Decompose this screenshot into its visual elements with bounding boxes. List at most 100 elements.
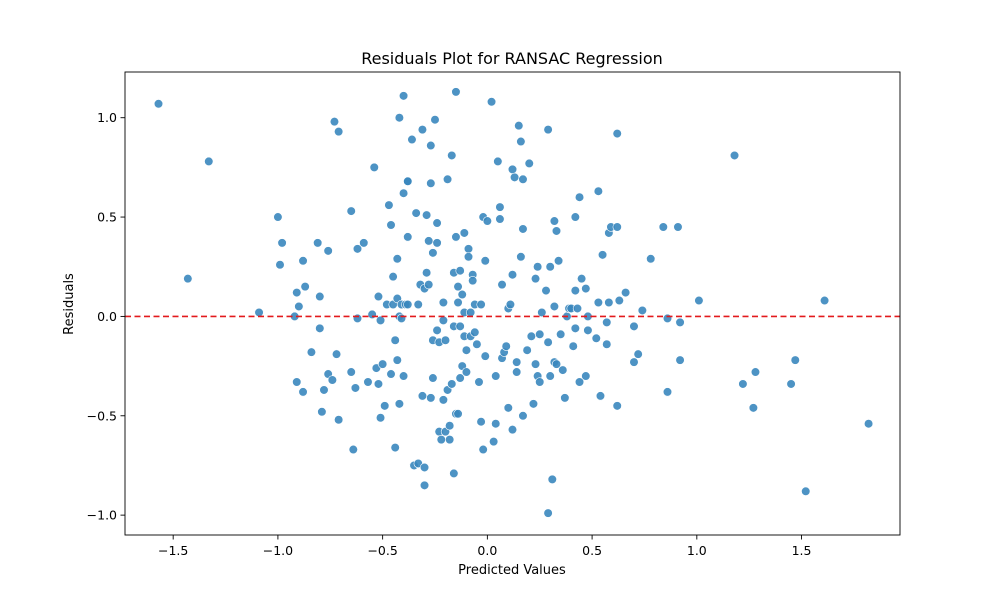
data-point (750, 367, 761, 377)
data-point (153, 99, 164, 109)
data-point (501, 341, 511, 351)
data-point (593, 297, 603, 308)
data-point (398, 188, 409, 198)
x-tick-label: 1.0 (687, 543, 707, 558)
data-point (574, 377, 585, 387)
data-point (455, 266, 465, 276)
x-tick-label: 0.5 (582, 543, 602, 558)
data-point (530, 274, 541, 284)
data-point (438, 395, 448, 405)
data-point (612, 129, 622, 139)
chart-title: Residuals Plot for RANSAC Regression (361, 49, 663, 68)
data-point (388, 272, 398, 282)
data-point (570, 323, 580, 333)
data-point (535, 329, 545, 339)
data-point (457, 289, 467, 300)
data-point (411, 208, 421, 218)
data-point (729, 150, 740, 161)
data-point (790, 355, 800, 365)
data-point (459, 228, 469, 238)
data-point (413, 299, 423, 310)
data-point (748, 403, 758, 413)
data-point (629, 357, 639, 367)
data-point (493, 156, 503, 167)
data-point (436, 435, 446, 445)
data-point (350, 383, 361, 393)
data-point (428, 373, 438, 383)
data-point (375, 315, 386, 325)
data-point (183, 274, 193, 284)
data-point (334, 127, 344, 137)
data-point (476, 417, 486, 427)
data-point (549, 216, 559, 226)
data-point (507, 270, 518, 280)
data-point (472, 339, 482, 349)
data-point (398, 91, 409, 101)
data-point (315, 291, 325, 302)
data-point (275, 260, 285, 270)
data-point (334, 415, 344, 425)
data-point (560, 393, 570, 403)
data-point (463, 244, 474, 254)
y-tick-label: −0.5 (87, 408, 117, 423)
data-point (662, 387, 673, 397)
y-axis: −1.0 −0.5 0.0 0.5 1.0 (87, 110, 125, 523)
data-point (378, 359, 388, 369)
x-tick-label: 1.5 (792, 543, 812, 558)
data-point (403, 299, 413, 310)
data-point (432, 218, 442, 228)
data-point (482, 216, 492, 226)
data-point (424, 280, 434, 290)
data-point (292, 377, 302, 387)
data-point (577, 274, 587, 284)
data-point (570, 212, 580, 222)
data-point (449, 468, 459, 479)
data-point (453, 297, 463, 308)
data-point (461, 345, 472, 355)
data-point (593, 186, 603, 196)
data-point (512, 367, 522, 377)
data-point (461, 367, 472, 377)
data-point (445, 435, 455, 445)
data-point (352, 313, 363, 324)
data-point (417, 125, 428, 135)
data-point (541, 285, 551, 296)
data-point (451, 87, 461, 97)
data-point (518, 174, 528, 184)
data-point (514, 121, 524, 131)
data-point (373, 291, 384, 302)
x-axis-label: Predicted Values (458, 563, 566, 578)
data-point (595, 391, 606, 401)
data-point (543, 337, 553, 347)
data-point (380, 401, 390, 411)
data-point (543, 508, 553, 518)
y-tick-label: −1.0 (87, 508, 117, 523)
data-point (545, 371, 555, 381)
data-point (646, 254, 656, 264)
data-point (426, 178, 436, 188)
data-point (319, 385, 329, 395)
points-layer (153, 87, 874, 518)
data-point (417, 391, 428, 401)
data-point (273, 212, 283, 222)
data-point (463, 252, 474, 262)
x-tick-label: −1.0 (263, 543, 293, 558)
data-point (403, 176, 413, 186)
data-point (369, 162, 379, 172)
data-point (466, 307, 476, 318)
data-point (512, 357, 522, 367)
data-point (447, 150, 457, 161)
data-point (394, 399, 404, 409)
data-point (422, 268, 432, 278)
data-point (602, 317, 612, 327)
data-point (422, 210, 432, 220)
data-point (533, 262, 543, 272)
data-point (386, 220, 396, 230)
data-point (662, 313, 673, 324)
data-point (359, 238, 369, 248)
data-point (331, 349, 342, 359)
data-point (468, 276, 478, 286)
data-point (694, 295, 704, 306)
data-point (298, 387, 308, 397)
data-point (583, 325, 593, 335)
